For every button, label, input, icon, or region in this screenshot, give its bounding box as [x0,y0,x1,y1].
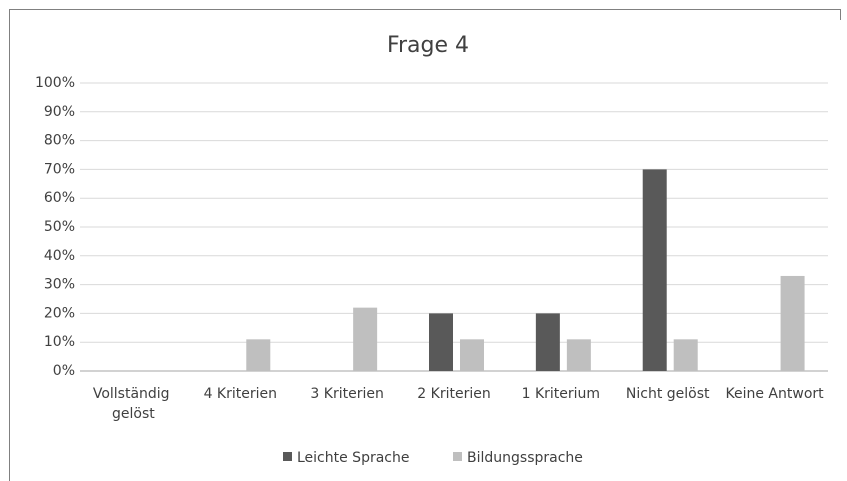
x-tick-label: 1 Kriterium [522,386,600,402]
y-tick-label: 90% [44,104,75,120]
x-tick-label: 3 Kriterien [310,386,383,402]
bar [673,339,698,371]
y-tick-label: 50% [44,219,75,235]
chart-frame [9,9,841,481]
y-tick-label: 40% [44,248,75,264]
bar [566,339,591,371]
bar [353,307,378,371]
bar [535,313,560,371]
y-tick-label: 60% [44,190,75,206]
y-tick-label: 70% [44,161,75,177]
y-tick-label: 80% [44,133,75,149]
legend-swatch [283,452,292,461]
y-tick-label: 100% [35,75,75,91]
x-tick-label: 2 Kriterien [417,386,490,402]
bar [460,339,484,371]
bar [246,339,271,371]
chart-title: Frage 4 [387,33,469,58]
y-tick-label: 0% [53,363,75,379]
bar [429,313,453,371]
y-tick-label: 10% [44,334,75,350]
legend-label: Bildungssprache [467,450,583,466]
legend-swatch [453,452,462,461]
x-tick-label: Nicht gelöst [626,386,710,402]
legend-label: Leichte Sprache [297,450,409,466]
y-tick-label: 30% [44,277,75,293]
x-tick-label: 4 Kriterien [204,386,277,402]
bar [642,169,667,371]
bar [780,275,805,371]
y-tick-label: 20% [44,305,75,321]
x-tick-label: Vollständig gelöst [93,386,174,422]
x-tick-label: Keine Antwort [726,386,825,402]
